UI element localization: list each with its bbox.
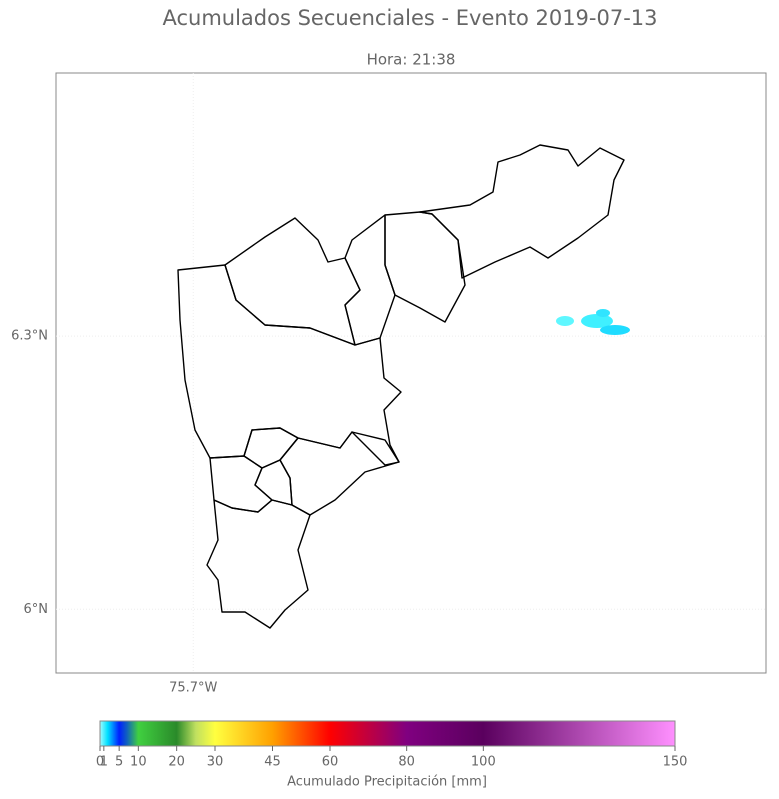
colorbar-tick-label: 45 xyxy=(264,755,281,770)
axis-ticks: 6°N 6.3°N 75.7°W xyxy=(11,329,217,696)
boundary xyxy=(279,431,400,516)
colorbar-tick-label: 5 xyxy=(115,755,123,770)
precip-cell xyxy=(596,309,610,317)
colorbar-tick-label: 20 xyxy=(168,755,185,770)
boundary xyxy=(384,211,466,323)
x-tick-label: 75.7°W xyxy=(169,681,217,696)
colorbar-label: Acumulado Precipitación [mm] xyxy=(287,775,487,790)
precip-cell xyxy=(600,325,630,335)
colorbar xyxy=(99,720,676,747)
colorbar-tick-label: 100 xyxy=(471,755,496,770)
colorbar-tick-label: 80 xyxy=(398,755,415,770)
boundary xyxy=(206,499,311,629)
boundary xyxy=(224,217,361,346)
y-tick-label: 6°N xyxy=(24,602,49,617)
boundaries xyxy=(177,144,625,629)
map-subtitle: Hora: 21:38 xyxy=(367,51,456,69)
precip-cell xyxy=(581,314,613,328)
colorbar-tick-label: 10 xyxy=(130,755,147,770)
boundary xyxy=(177,264,402,466)
boundary xyxy=(419,144,625,279)
colorbar-tick-label: 60 xyxy=(322,755,339,770)
map-title: Acumulados Secuenciales - Evento 2019-07… xyxy=(162,6,657,30)
map-frame xyxy=(55,72,767,674)
precipitation-area xyxy=(556,309,630,335)
colorbar-tick-label: 0 xyxy=(96,755,104,770)
boundary xyxy=(209,455,273,513)
boundary xyxy=(344,214,396,346)
grid xyxy=(56,73,766,673)
colorbar-tick-label: 150 xyxy=(663,755,688,770)
colorbar-tick-label: 1 xyxy=(100,755,108,770)
colorbar-tick-label: 30 xyxy=(207,755,224,770)
precip-cell xyxy=(556,316,574,326)
y-tick-label: 6.3°N xyxy=(11,329,48,344)
